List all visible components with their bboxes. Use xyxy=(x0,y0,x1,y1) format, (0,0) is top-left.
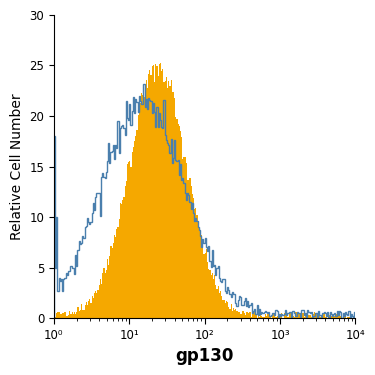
X-axis label: gp130: gp130 xyxy=(176,347,234,365)
Y-axis label: Relative Cell Number: Relative Cell Number xyxy=(10,93,24,240)
